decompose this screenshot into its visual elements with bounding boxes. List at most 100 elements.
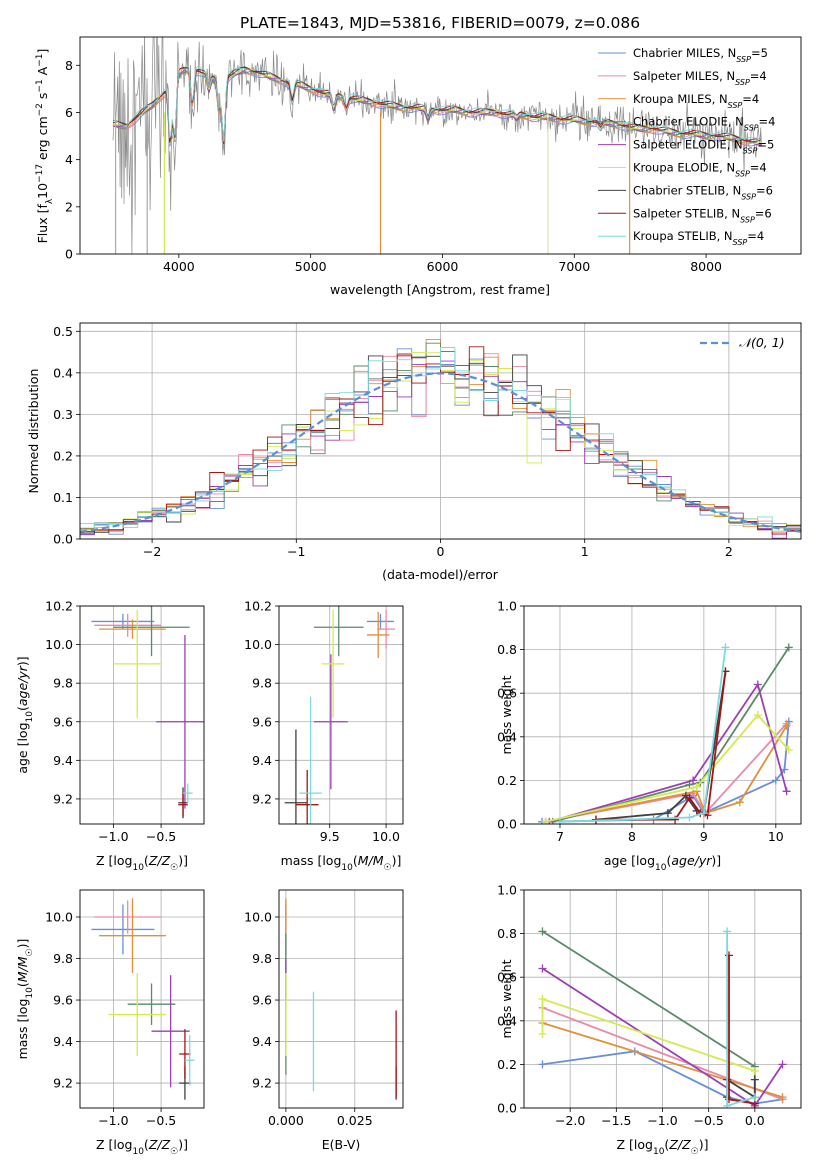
normal-curve	[80, 372, 801, 533]
x-axis-label: mass [log10(M/M☉)]	[281, 853, 402, 873]
weight-line-kroupa-miles	[545, 725, 788, 823]
y-tick-label: 0.4	[497, 729, 517, 744]
x-tick-label: −1	[287, 544, 305, 559]
x-tick-label: −0.5	[693, 1113, 723, 1128]
weight-point	[784, 643, 793, 652]
x-tick-label: 0	[437, 544, 445, 559]
weight-point	[750, 1093, 759, 1102]
x-tick-label: 4000	[163, 259, 195, 274]
x-tick-label: 9.5	[320, 829, 340, 844]
x-tick-label: −1.0	[98, 829, 128, 844]
y-tick-label: 0.4	[53, 365, 73, 380]
weight-point	[784, 745, 793, 754]
panel-weight-vs-z: −2.0 −1.5 −1.0 −0.5 0.0 0.0 0.2 0.4 0.6 0.8 1.0 Z […	[497, 883, 802, 1157]
weight-point	[723, 1101, 732, 1108]
panel-residuals: −2 −1 0 1 2 0.0 0.1 0.2 0.3 0.4 0.5 𝒩(0, 1) (data-mo…	[26, 322, 802, 582]
weight-point	[538, 964, 547, 973]
plot-area	[284, 606, 396, 824]
x-tick-label: −1.0	[98, 1113, 128, 1128]
y-axis-label: Flux [fλ10−17 erg cm−2 s−1 A−1]	[35, 49, 55, 244]
plot-area	[538, 927, 787, 1108]
legend-label: Salpeter STELIB, NSSP=6	[633, 206, 772, 224]
x-tick-label: 10.0	[372, 829, 400, 844]
legend-label: Chabrier STELIB, NSSP=6	[633, 183, 773, 201]
legend-label: Kroupa ELODIE, NSSP=4	[633, 161, 767, 179]
y-axis-label: age [log10(age/yr)]	[15, 656, 35, 773]
weight-point	[538, 1060, 547, 1069]
y-tick-label: 0.6	[497, 686, 517, 701]
y-tick-label: 9.8	[252, 676, 272, 691]
weight-point	[778, 1093, 787, 1102]
panel-weight-vs-age: 7 8 9 10 0.0 0.2 0.4 0.6 0.8 1.0 age [log10(age/yr…	[497, 599, 802, 873]
x-axis-label: Z [log10(Z/Z☉)]	[96, 853, 188, 873]
x-tick-label: 1	[581, 544, 589, 559]
y-tick-label: 9.8	[53, 951, 73, 966]
x-tick-label: −2	[143, 544, 161, 559]
weight-point	[685, 813, 694, 822]
x-tick-label: 2	[725, 544, 733, 559]
axes-frame	[79, 322, 802, 540]
y-tick-label: 9.4	[252, 1034, 272, 1049]
weight-point	[780, 765, 789, 774]
y-tick-label: 0.0	[53, 532, 73, 547]
weight-line-kroupa-miles	[542, 1022, 783, 1098]
y-tick-label: 0.5	[53, 324, 73, 339]
legend-label: Chabrier MILES, NSSP=5	[633, 46, 768, 64]
y-tick-label: 9.6	[252, 993, 272, 1008]
axes-frame	[523, 605, 802, 825]
weight-point	[735, 798, 744, 807]
legend-label: Chabrier ELODIE, NSSP=4	[633, 115, 775, 133]
x-tick-label: 9	[700, 829, 708, 844]
x-tick-label: −0.5	[146, 1113, 176, 1128]
y-tick-label: 4	[65, 152, 73, 167]
axes-frame	[79, 36, 802, 255]
axes-frame	[79, 889, 205, 1109]
panel-mass-vs-z: −1.0 −0.5 9.2 9.4 9.6 9.8 10.0 Z [log10(Z/Z☉)] m…	[15, 889, 205, 1157]
weight-point	[699, 809, 708, 818]
y-tick-label: 10.0	[45, 909, 73, 924]
y-tick-label: 10.2	[45, 599, 73, 614]
legend-label: Salpeter ELODIE, NSSP=5	[633, 138, 774, 156]
x-tick-label: 8000	[690, 259, 722, 274]
y-tick-label: 0.3	[53, 407, 73, 422]
x-tick-label: 7	[556, 829, 564, 844]
weight-point	[782, 721, 791, 730]
x-tick-label: 0.000	[268, 1113, 304, 1128]
x-axis-label: age [log10(age/yr)]	[604, 853, 721, 873]
plot-area	[91, 606, 204, 819]
y-tick-label: 9.4	[252, 753, 272, 768]
weight-line-chabrier-elodie	[552, 646, 790, 823]
y-tick-label: 10.0	[244, 909, 272, 924]
figure-title: PLATE=1843, MJD=53816, FIBERID=0079, z=0…	[240, 14, 640, 32]
y-tick-label: 0.0	[497, 817, 517, 832]
weight-point	[771, 776, 780, 785]
x-tick-label: 7000	[558, 259, 590, 274]
y-tick-label: 0.6	[497, 970, 517, 985]
y-tick-label: 10.0	[244, 637, 272, 652]
weight-point	[538, 1029, 547, 1038]
x-tick-label: 8	[628, 829, 636, 844]
weight-point	[663, 809, 672, 818]
y-tick-label: 0.1	[53, 490, 73, 505]
x-axis-label: Z [log10(Z/Z☉)]	[617, 1137, 709, 1157]
weight-point	[689, 776, 698, 785]
x-tick-label: 0.0	[745, 1113, 765, 1128]
x-tick-label: −0.5	[146, 829, 176, 844]
y-tick-label: 6	[65, 105, 73, 120]
x-tick-label: 6000	[427, 259, 459, 274]
y-axis-label: mass [log10(M/M☉)]	[15, 939, 35, 1060]
y-tick-label: 9.2	[53, 791, 73, 806]
y-tick-label: 10.2	[244, 599, 272, 614]
panel-age-vs-mass: 9.5 10.0 9.2 9.4 9.6 9.8 10.0 10.2 mass [log10(M…	[244, 599, 404, 873]
legend-label: Kroupa MILES, NSSP=4	[633, 92, 759, 110]
x-tick-label: 10	[768, 829, 784, 844]
plot-area	[91, 898, 195, 1100]
x-tick-label: 0.025	[337, 1113, 373, 1128]
plot-area	[112, 37, 762, 254]
plot-area	[80, 338, 801, 539]
x-tick-label: −1.5	[601, 1113, 631, 1128]
weight-line-kroupa-elodie	[545, 713, 790, 823]
weight-point	[778, 1060, 787, 1069]
weight-point	[671, 815, 680, 824]
weight-point	[555, 817, 564, 824]
